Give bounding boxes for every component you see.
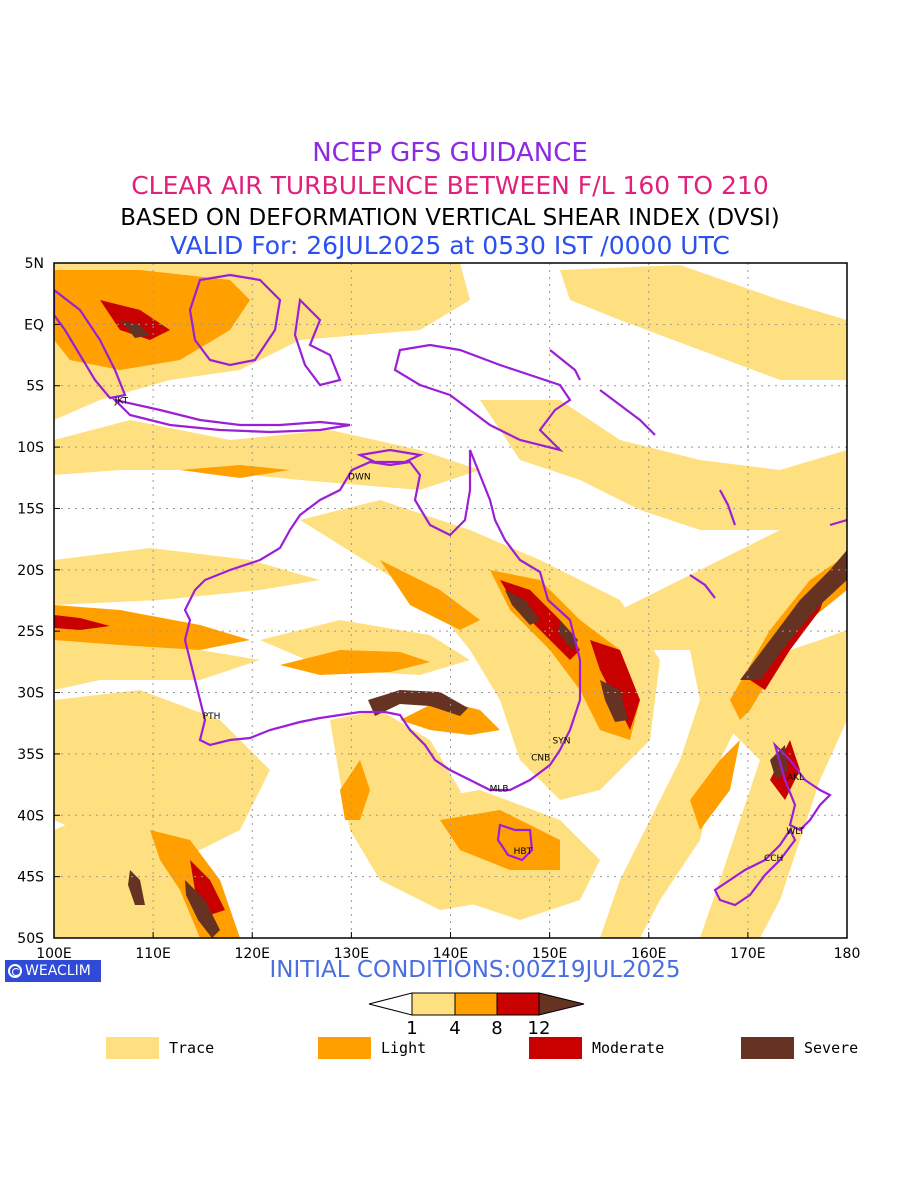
lon-tick-label: 100E [36, 946, 72, 962]
lat-tick-label: 25S [17, 624, 44, 640]
legend-item-trace: Trace [106, 1037, 214, 1059]
colorbar: 1 4 8 12 [368, 992, 585, 1039]
legend-item-moderate: Moderate [529, 1037, 664, 1059]
station-label-mlb: MLB [490, 784, 509, 794]
station-label-syn: SYN [553, 736, 571, 746]
colorbar-segment-trace [411, 992, 456, 1016]
lon-tick-label: 120E [234, 946, 270, 962]
legend-swatch-moderate [529, 1037, 582, 1059]
station-label-pth: PTH [203, 712, 221, 722]
legend-item-light: Light [318, 1037, 426, 1059]
station-label-hbt: HBT [514, 847, 533, 857]
logo-text: WEACLIM [25, 963, 91, 979]
lat-tick-label: 30S [17, 686, 44, 702]
title-product: CLEAR AIR TURBULENCE BETWEEN F/L 160 TO … [131, 171, 769, 200]
lat-tick-label: 15S [17, 501, 44, 517]
lat-tick-label: 40S [17, 808, 44, 824]
colorbar-segment-light [454, 992, 498, 1016]
colorbar-segment-moderate [496, 992, 540, 1016]
initial-conditions: INITIAL CONDITIONS:00Z19JUL2025 [269, 957, 681, 983]
legend-label-light: Light [381, 1039, 427, 1057]
legend-swatch-trace [106, 1037, 159, 1059]
lat-tick-label: 5S [26, 379, 44, 395]
severe-areas [120, 320, 847, 938]
station-label-jkt: JKT [114, 396, 129, 406]
station-label-akl: AKL [787, 773, 804, 783]
colorbar-segment-severe [538, 992, 585, 1016]
title-model: NCEP GFS GUIDANCE [312, 138, 588, 168]
lat-tick-label: 50S [17, 931, 44, 947]
lon-tick-label: 140E [433, 946, 469, 962]
lat-tick-label: 10S [17, 440, 44, 456]
lat-lon-grid [54, 263, 847, 938]
legend-swatch-light [318, 1037, 371, 1059]
station-label-cnb: CNB [531, 754, 550, 764]
legend-swatch-severe [741, 1037, 794, 1059]
copyright-icon [8, 964, 22, 978]
axis-labels: 100E 110E 120E 130E 140E 150E 160E 170E 180 5N EQ 5… [17, 256, 860, 962]
lon-tick-label: 170E [730, 946, 766, 962]
colorbar-tick-12: 12 [528, 1018, 551, 1039]
lon-tick-label: 150E [532, 946, 568, 962]
station-label-cch: CCH [764, 854, 783, 864]
lon-tick-label: 160E [631, 946, 667, 962]
lat-tick-label: 5N [25, 256, 44, 272]
lat-tick-label: 45S [17, 870, 44, 886]
colorbar-tick-8: 8 [491, 1018, 502, 1039]
legend-label-trace: Trace [169, 1039, 215, 1057]
colorbar-low-arrow [368, 992, 413, 1016]
lon-tick-label: 130E [334, 946, 370, 962]
legend-label-severe: Severe [804, 1039, 859, 1057]
coastlines [54, 273, 847, 907]
station-label-wlt: WLT [786, 827, 805, 837]
title-valid-time: VALID For: 26JUL2025 at 0530 IST /0000 U… [170, 231, 730, 260]
station-label-dwn: DWN [348, 473, 371, 483]
legend-label-moderate: Moderate [592, 1039, 665, 1057]
lat-tick-label: 20S [17, 563, 44, 579]
lon-tick-label: 110E [135, 946, 171, 962]
lon-tick-label: 180 [834, 946, 861, 962]
title-method: BASED ON DEFORMATION VERTICAL SHEAR INDE… [120, 205, 780, 231]
colorbar-tick-4: 4 [449, 1018, 460, 1039]
legend-item-severe: Severe [741, 1037, 858, 1059]
colorbar-tick-1: 1 [406, 1018, 417, 1039]
weaclim-logo: WEACLIM [5, 960, 101, 982]
lat-tick-label: 35S [17, 747, 44, 763]
lat-tick-label: EQ [24, 317, 44, 333]
